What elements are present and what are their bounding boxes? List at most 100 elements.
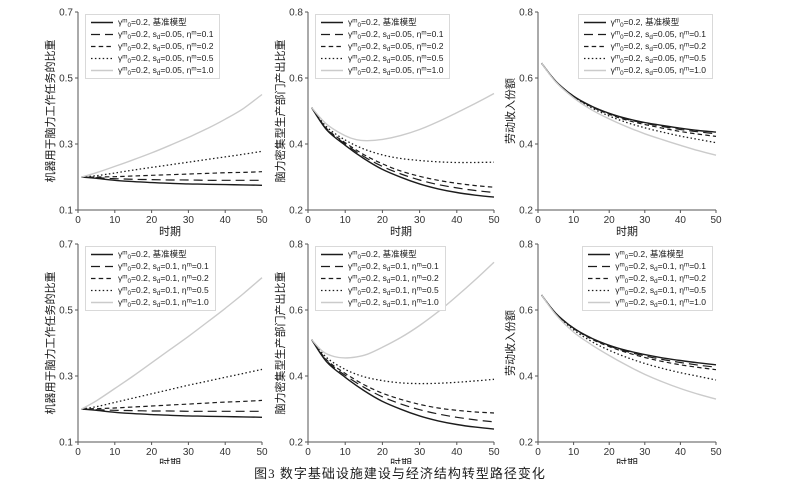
legend-entry-label: γm0=0.2, sd=0.05, ηm=0.1 xyxy=(118,28,214,41)
curve-dash xyxy=(541,294,717,371)
legend-line-sample-solid xyxy=(321,21,343,24)
y-tick-label: 0.3 xyxy=(59,372,73,383)
y-axis-label: 劳动收入份额 xyxy=(503,310,517,376)
x-tick-label: 50 xyxy=(710,447,722,458)
subscript: d xyxy=(386,289,391,297)
y-axis-label: 机器用于脑力工作任务的比重 xyxy=(43,272,57,415)
curve-longdash xyxy=(541,294,717,368)
curve-dash xyxy=(311,339,495,414)
superscript: m xyxy=(421,41,427,48)
subscript: 0 xyxy=(357,254,362,261)
subscript: 0 xyxy=(357,289,362,297)
legend-line-sample-dotted xyxy=(583,57,606,60)
legend-line-sample-light xyxy=(321,301,343,304)
y-tick-label: 0.2 xyxy=(519,438,533,449)
curve-longdash xyxy=(81,408,262,412)
superscript: m xyxy=(683,285,690,292)
y-tick-label: 0.4 xyxy=(289,140,303,151)
legend-entry: γm0=0.2, sd=0.05, ηm=0.2 xyxy=(583,41,706,53)
x-tick-label: 30 xyxy=(183,447,195,458)
legend-entry: γm0=0.2, sd=0.1, ηm=0.5 xyxy=(90,285,209,297)
legend-entry: γm0=0.2, sd=0.05, ηm=1.0 xyxy=(583,65,706,77)
subscript: d xyxy=(156,289,161,297)
superscript: m xyxy=(619,261,625,268)
subscript: 0 xyxy=(127,254,132,261)
curve-solid xyxy=(81,176,263,186)
curve-solid xyxy=(311,107,495,198)
legend-entry: γm0=0.2, sd=0.1, ηm=0.1 xyxy=(320,261,439,273)
x-tick-label: 40 xyxy=(675,215,687,226)
superscript: m xyxy=(352,249,358,257)
legend-entry: γm0=0.2, sd=0.05, ηm=0.5 xyxy=(90,52,214,65)
superscript: m xyxy=(122,65,128,72)
legend-line-sample-longdash xyxy=(91,265,113,268)
legend-entry: γm0=0.2, 基准模型 xyxy=(320,17,443,29)
legend-line-sample-dotted xyxy=(321,57,343,60)
x-tick-label: 40 xyxy=(220,215,232,226)
curve-light xyxy=(81,277,263,410)
legend-line-sample-solid xyxy=(588,253,611,256)
superscript: m xyxy=(683,261,690,268)
legend-top-left: γm0=0.2, 基准模型 γm0=0.2, sd=0.05, ηm=0.1 γm0… xyxy=(85,14,221,79)
legend-entry-label: γm0=0.2, sd=0.05, ηm=0.2 xyxy=(118,40,214,53)
superscript: m xyxy=(191,53,197,60)
subscript: 0 xyxy=(357,69,362,77)
legend-entry: γm0=0.2, sd=0.05, ηm=0.1 xyxy=(90,28,214,41)
legend-entry-label: γm0=0.2, sd=0.1, ηm=0.2 xyxy=(615,272,706,285)
legend-entry-label: γm0=0.2, 基准模型 xyxy=(615,249,684,261)
legend-line-sample-solid xyxy=(583,21,606,24)
legend-line-sample-dash xyxy=(588,277,611,280)
legend-line-sample-longdash xyxy=(321,33,343,36)
x-tick-label: 40 xyxy=(675,447,687,458)
legend-entry: γm0=0.2, 基准模型 xyxy=(583,17,706,29)
y-tick-label: 0.1 xyxy=(59,206,73,217)
legend-entry: γm0=0.2, sd=0.05, ηm=0.1 xyxy=(583,29,706,41)
y-tick-label: 0.5 xyxy=(59,74,73,85)
curve-dotted xyxy=(81,368,263,410)
y-tick-label: 0.6 xyxy=(519,74,533,85)
subplot-top-right: 0 10 20 30 40 50 0.2 0.4 0.6 0.8 时期 劳动收入份额 xyxy=(503,8,722,239)
legend-entry: γm0=0.2, sd=0.05, ηm=0.5 xyxy=(320,53,443,65)
legend-line-sample-dotted xyxy=(588,289,611,292)
subscript: 0 xyxy=(357,22,362,29)
y-tick-label: 0.6 xyxy=(519,306,533,317)
legend-line-sample-dotted xyxy=(321,289,343,292)
y-tick-label: 0.1 xyxy=(59,438,73,449)
x-tick-label: 50 xyxy=(256,447,268,458)
superscript: m xyxy=(122,29,128,36)
subscript: 0 xyxy=(127,45,132,53)
y-tick-label: 0.7 xyxy=(59,8,73,19)
x-tick-label: 30 xyxy=(414,215,426,226)
curve-dash xyxy=(81,171,263,178)
superscript: m xyxy=(416,261,422,268)
legend-entry: γm0=0.2, sd=0.1, ηm=0.2 xyxy=(587,272,706,285)
subscript: 0 xyxy=(127,57,132,65)
legend-entry: γm0=0.2, sd=0.1, ηm=1.0 xyxy=(90,297,209,309)
superscript: m xyxy=(352,65,358,72)
legend-entry-label: γm0=0.2, sd=0.05, ηm=1.0 xyxy=(118,64,214,77)
subscript: 0 xyxy=(127,289,132,297)
legend-entry-label: γm0=0.2, sd=0.1, ηm=0.5 xyxy=(615,284,706,297)
x-tick-label: 50 xyxy=(488,215,500,226)
superscript: m xyxy=(186,273,192,280)
legend-top-right: γm0=0.2, 基准模型 γm0=0.2, sd=0.05, ηm=0.1 γm0… xyxy=(577,14,713,79)
legend-line-sample-dash xyxy=(583,45,606,48)
superscript: m xyxy=(122,249,128,257)
superscript: m xyxy=(614,65,621,72)
subscript: 0 xyxy=(624,265,629,273)
superscript: m xyxy=(122,41,128,48)
x-axis-label: 时期 xyxy=(616,225,638,238)
legend-line-sample-solid xyxy=(91,21,113,24)
curve-light xyxy=(541,62,717,156)
superscript: m xyxy=(619,297,625,304)
legend-entry-label: γm0=0.2, sd=0.05, ηm=0.5 xyxy=(118,52,214,65)
superscript: m xyxy=(683,29,690,36)
figure-caption: 图3 数字基础设施建设与经济结构转型路径变化 xyxy=(254,466,546,481)
legend-entry: γm0=0.2, sd=0.1, ηm=0.2 xyxy=(320,273,439,285)
subscript: 0 xyxy=(620,69,624,77)
subscript: 0 xyxy=(357,57,362,65)
y-axis-label: 脑力密集型生产部门产出比重 xyxy=(273,272,287,415)
subscript: 0 xyxy=(624,254,629,261)
